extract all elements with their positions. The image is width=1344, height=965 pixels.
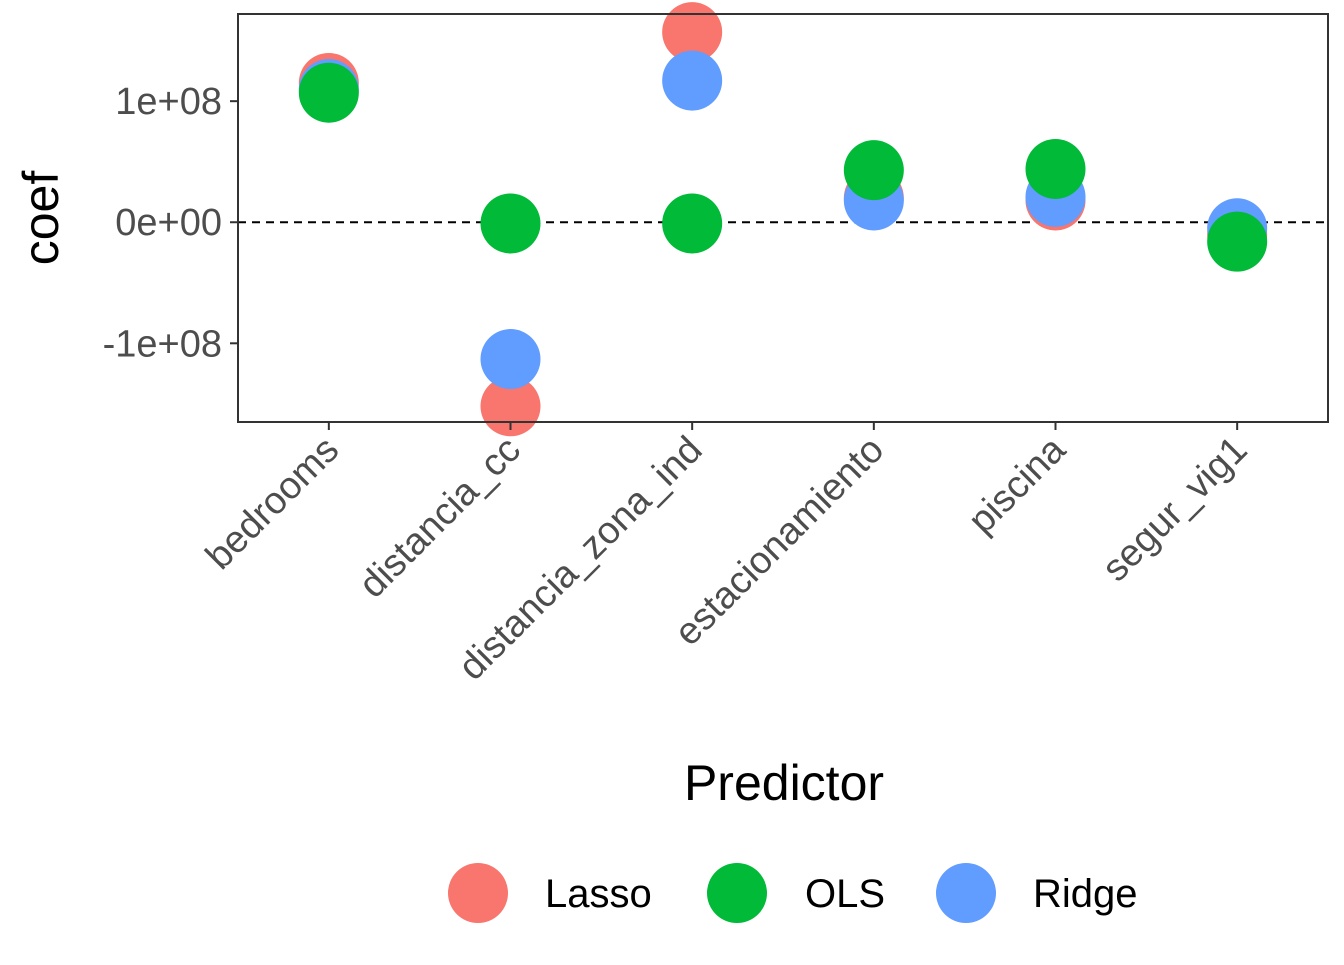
legend-label-ridge: Ridge <box>1033 872 1138 916</box>
x-tick-label: segur_vig1 <box>1094 429 1255 590</box>
point-ridge-distancia-cc <box>480 329 541 390</box>
x-tick-label: distancia_cc <box>351 429 529 607</box>
x-axis-title: Predictor <box>684 755 884 811</box>
point-ols-distancia-zona-ind <box>662 193 723 254</box>
legend-key-lasso <box>448 863 508 923</box>
legend: Lasso OLS Ridge <box>448 863 1138 923</box>
point-lasso-distancia-zona-ind <box>662 2 723 63</box>
legend-label-lasso: Lasso <box>545 872 652 916</box>
legend-label-ols: OLS <box>805 872 885 916</box>
point-ols-estacionamiento <box>843 140 904 201</box>
panel-border <box>237 13 1329 423</box>
point-ols-segur-vig1 <box>1207 211 1268 272</box>
plot-panel <box>238 14 1328 422</box>
y-tick-label: -1e+08 <box>103 323 222 365</box>
legend-key-ols <box>707 863 767 923</box>
y-axis-title: coef <box>13 171 69 266</box>
point-ols-distancia-cc <box>480 193 541 254</box>
y-tick-label: 1e+08 <box>115 81 222 123</box>
x-tick-label: bedrooms <box>198 429 347 578</box>
point-ridge-distancia-zona-ind <box>662 50 723 111</box>
y-tick-label: 0e+00 <box>115 202 222 244</box>
point-ols-piscina <box>1025 138 1086 199</box>
point-ols-bedrooms <box>298 62 359 123</box>
legend-key-ridge <box>936 863 996 923</box>
x-tick-label: piscina <box>961 428 1075 542</box>
